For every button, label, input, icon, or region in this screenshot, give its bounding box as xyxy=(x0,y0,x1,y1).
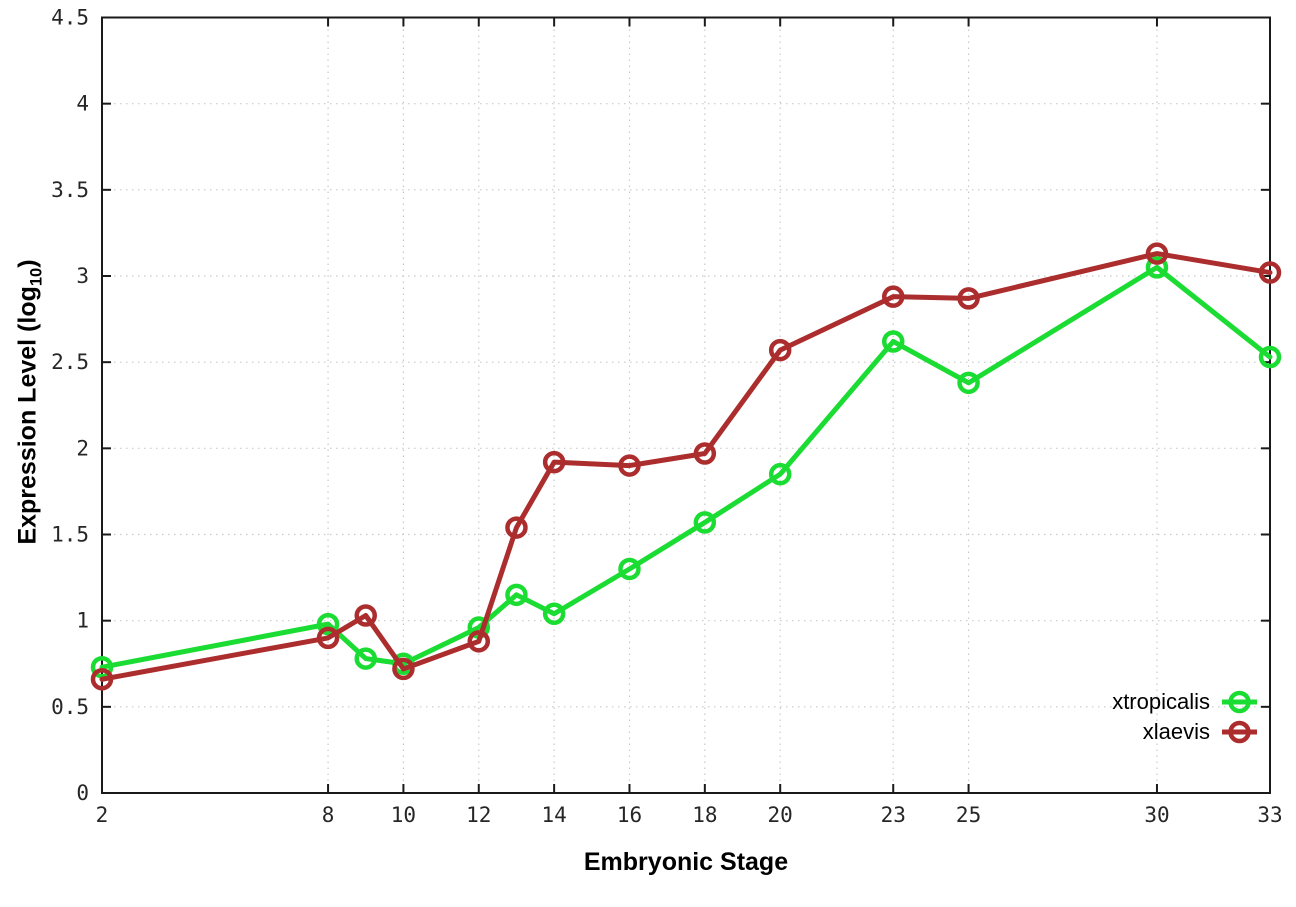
data-point-xtropicalis xyxy=(354,647,377,670)
x-tick-label: 33 xyxy=(1257,803,1282,827)
y-tick-label: 3 xyxy=(76,264,89,288)
data-point-xlaevis xyxy=(392,657,415,681)
legend-sample-marker-xlaevis xyxy=(1228,720,1251,744)
x-tick-label: 10 xyxy=(391,803,416,827)
data-point-xtropicalis xyxy=(957,371,980,395)
y-tick-label: 0 xyxy=(76,781,89,805)
data-point-xlaevis xyxy=(881,285,905,308)
y-axis-title-subscript: 10 xyxy=(27,267,46,287)
data-point-xlaevis xyxy=(467,630,491,653)
x-tick-label: 25 xyxy=(956,803,981,827)
data-point-xlaevis xyxy=(1145,242,1169,265)
y-tick-label: 3.5 xyxy=(51,178,89,202)
x-tick-label: 12 xyxy=(466,803,491,827)
y-axis-title-text: Expression Level (log xyxy=(13,286,42,545)
legend: xtropicalis xlaevis xyxy=(1112,687,1210,747)
data-point-xtropicalis xyxy=(1145,256,1169,279)
data-point-xlaevis xyxy=(693,442,717,465)
data-point-xlaevis xyxy=(316,626,340,650)
x-tick-label: 2 xyxy=(96,803,109,827)
y-tick-label: 1.5 xyxy=(51,523,89,547)
data-point-xtropicalis xyxy=(618,557,641,581)
x-tick-label: 14 xyxy=(541,803,566,827)
data-point-xlaevis xyxy=(90,668,114,691)
x-tick-label: 8 xyxy=(322,803,335,827)
data-point-xtropicalis xyxy=(90,655,114,679)
y-axis-title-suffix: ) xyxy=(13,259,42,268)
y-tick-label: 1 xyxy=(76,609,89,633)
data-point-xtropicalis xyxy=(542,602,566,626)
y-tick-label: 2.5 xyxy=(51,350,89,374)
data-point-xlaevis xyxy=(1258,261,1282,284)
x-tick-label: 16 xyxy=(617,803,642,827)
plot-border xyxy=(101,16,1271,794)
series-line-xlaevis xyxy=(99,251,1273,682)
data-point-xtropicalis xyxy=(693,511,717,534)
x-tick-label: 20 xyxy=(768,803,793,827)
data-point-xtropicalis xyxy=(505,583,528,607)
data-point-xtropicalis xyxy=(768,462,792,486)
x-tick-label: 30 xyxy=(1144,803,1169,827)
data-point-xlaevis xyxy=(542,450,566,474)
series-line-xtropicalis xyxy=(99,264,1273,670)
data-point-xlaevis xyxy=(768,338,792,362)
legend-label-xtropicalis: xtropicalis xyxy=(1112,689,1210,714)
y-axis-title: Expression Level (log10) xyxy=(14,259,47,544)
y-tick-label: 4.5 xyxy=(51,6,89,30)
y-tick-label: 2 xyxy=(76,436,89,460)
x-tick-label: 18 xyxy=(692,803,717,827)
data-point-xlaevis xyxy=(505,516,528,539)
data-point-xtropicalis xyxy=(1258,345,1282,369)
legend-label-xlaevis: xlaevis xyxy=(1142,719,1210,744)
y-tick-label: 0.5 xyxy=(51,695,89,719)
legend-sample-marker-xtropicalis xyxy=(1228,690,1251,714)
x-axis-title: Embryonic Stage xyxy=(583,848,789,876)
y-tick-label: 4 xyxy=(76,92,89,116)
data-point-xlaevis xyxy=(354,604,377,627)
data-point-xtropicalis xyxy=(881,330,905,353)
data-point-xlaevis xyxy=(957,287,980,310)
data-point-xtropicalis xyxy=(316,612,340,636)
x-tick-label: 23 xyxy=(881,803,906,827)
data-point-xlaevis xyxy=(618,454,641,477)
